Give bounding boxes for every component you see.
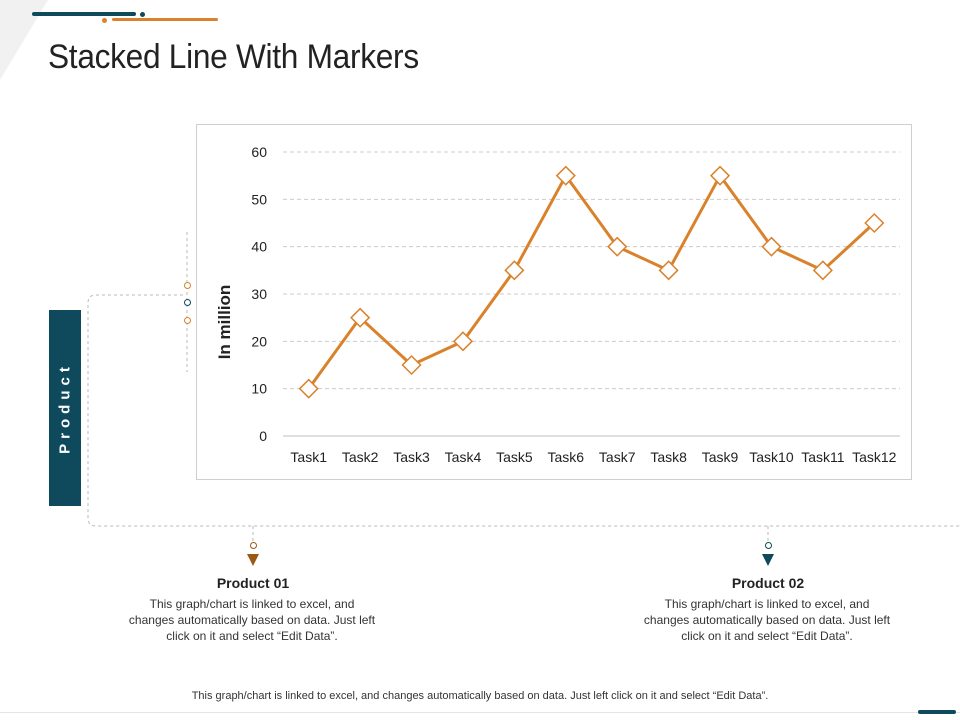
data-point-marker <box>658 260 679 281</box>
data-point-marker <box>555 165 576 186</box>
y-tick-label: 30 <box>251 286 267 302</box>
product-side-bar <box>49 310 81 506</box>
product-01-desc-line: changes automatically based on data. Jus… <box>128 613 376 627</box>
product-01-title: Product 01 <box>216 575 290 591</box>
data-point-marker <box>812 260 833 281</box>
footer-divider <box>0 712 960 713</box>
chart-container[interactable]: 0 10 20 30 40 50 60 Task1 Task2 Task3 Task4 Task5 T… <box>196 124 912 480</box>
product-01-desc-line: click on it and select “Edit Data”. <box>166 629 338 643</box>
x-tick-label: Task11 <box>801 449 845 465</box>
top-accent-line-teal <box>32 12 136 16</box>
x-tick-label: Task1 <box>290 449 327 465</box>
y-tick-label: 40 <box>251 239 267 255</box>
top-accent-dot-orange <box>102 18 107 23</box>
data-point-marker <box>709 165 731 186</box>
x-tick-label: Task9 <box>702 449 739 465</box>
product-01-description: This graph/chart is linked to excel, and… <box>122 596 382 644</box>
product-02-description: This graph/chart is linked to excel, and… <box>637 596 897 644</box>
product-02-desc-line: changes automatically based on data. Jus… <box>643 613 891 627</box>
product-01-pointer <box>247 554 259 566</box>
x-tick-label: Task5 <box>496 449 533 465</box>
connector-circle-middle <box>184 299 191 306</box>
footer-accent-tab <box>918 710 956 714</box>
x-tick-label: Task4 <box>445 449 482 465</box>
data-point-marker <box>761 236 782 257</box>
data-point-marker <box>864 212 885 234</box>
page-title: Stacked Line With Markers <box>48 38 419 76</box>
x-tick-label: Task8 <box>650 449 687 465</box>
x-tick-label: Task12 <box>852 449 897 465</box>
x-tick-label: Task6 <box>548 449 585 465</box>
line-chart: 0 10 20 30 40 50 60 Task1 Task2 Task3 Task4 Task5 T… <box>215 144 900 465</box>
top-accent-dot-teal <box>140 12 145 17</box>
x-tick-label: Task2 <box>342 449 379 465</box>
product-02-desc-line: click on it and select “Edit Data”. <box>681 629 853 643</box>
y-tick-label: 60 <box>251 144 267 160</box>
top-accent-line-orange <box>112 18 218 21</box>
x-tick-label: Task10 <box>749 449 794 465</box>
x-tick-label: Task3 <box>393 449 430 465</box>
product-02-desc-line: This graph/chart is linked to excel, and <box>664 597 870 611</box>
y-tick-label: 0 <box>259 428 267 444</box>
product-02-circle <box>765 542 772 549</box>
data-point-marker <box>607 236 628 257</box>
y-axis-label: In million <box>215 285 234 360</box>
product-02-pointer <box>762 554 774 566</box>
y-tick-label: 50 <box>251 191 267 207</box>
footer-note: This graph/chart is linked to excel, and… <box>191 690 769 702</box>
data-point-marker <box>504 260 525 281</box>
y-tick-label: 20 <box>251 333 267 349</box>
product-01-desc-line: This graph/chart is linked to excel, and <box>149 597 355 611</box>
y-tick-label: 10 <box>251 381 267 397</box>
connector-circle-bottom <box>184 317 191 324</box>
series-line <box>307 174 876 390</box>
connector-circle-top <box>184 282 191 289</box>
x-tick-label: Task7 <box>599 449 636 465</box>
product-02-title: Product 02 <box>731 575 805 591</box>
product-01-circle <box>250 542 257 549</box>
product-side-label: Product <box>56 362 74 454</box>
